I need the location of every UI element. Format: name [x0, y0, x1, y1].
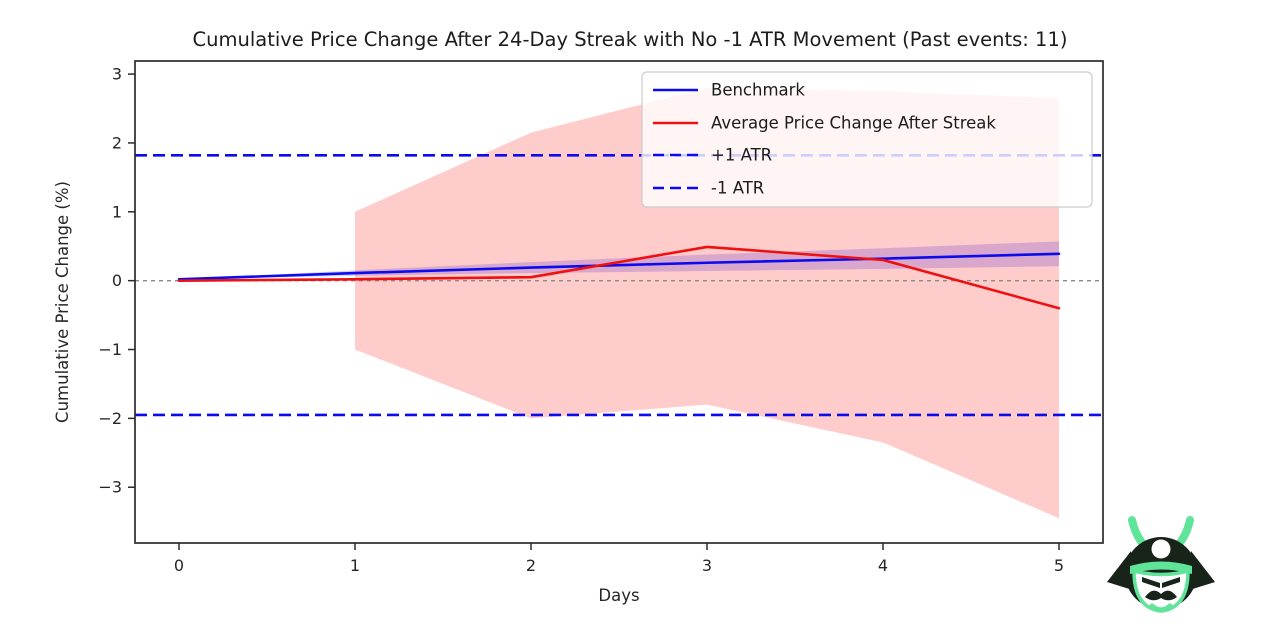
samurai-logo-icon	[1107, 516, 1215, 613]
series-line-average-price-change-after-streak	[177, 245, 1061, 310]
legend-minus-atr-label: -1 ATR	[711, 179, 764, 198]
y-axis-ticks: −3 −2 −1 0 1 2 3	[98, 65, 135, 497]
x-tick-label: 2	[526, 556, 536, 575]
x-tick-label: 4	[878, 556, 888, 575]
logo-right-eye	[1162, 577, 1180, 588]
logo-mouth	[1149, 603, 1173, 613]
legend-row: Average Price Change After Streak	[653, 114, 996, 133]
legend-average-label: Average Price Change After Streak	[711, 114, 996, 133]
x-axis-ticks: 0 1 2 3 4 5	[174, 543, 1064, 575]
series-line-benchmark	[177, 252, 1061, 281]
legend-row: +1 ATR	[653, 146, 772, 165]
benchmark-std-band	[179, 241, 1059, 280]
x-tick-label: 0	[174, 556, 184, 575]
x-tick-label: 3	[702, 556, 712, 575]
legend-benchmark-label: Benchmark	[711, 81, 805, 100]
logo-face	[1132, 568, 1190, 613]
x-axis-label: Days	[598, 586, 639, 605]
x-tick-label: 5	[1054, 556, 1064, 575]
legend-row: -1 ATR	[653, 179, 764, 198]
logo-mustache	[1145, 590, 1177, 601]
y-tick-label: −2	[98, 409, 122, 428]
legend: Benchmark Average Price Change After Str…	[641, 71, 1093, 208]
y-tick-label: −3	[98, 478, 122, 497]
plot-border	[134, 60, 1104, 544]
logo-left-eye	[1142, 577, 1160, 588]
y-tick-label: 3	[112, 65, 122, 84]
logo-brow-band	[1130, 561, 1192, 574]
series-lines	[177, 245, 1061, 310]
y-tick-label: 2	[112, 133, 122, 152]
y-tick-label: 0	[112, 271, 122, 290]
y-axis-label: Cumulative Price Change (%)	[53, 181, 72, 423]
legend-row: Benchmark	[653, 81, 805, 100]
legend-plus-atr-label: +1 ATR	[711, 146, 772, 165]
legend-box	[641, 71, 1093, 208]
x-tick-label: 1	[350, 556, 360, 575]
chart-title: Cumulative Price Change After 24-Day Str…	[193, 28, 1068, 51]
y-tick-label: 1	[112, 202, 122, 221]
logo-crest-jewel	[1151, 539, 1171, 559]
y-tick-label: −1	[98, 340, 122, 359]
